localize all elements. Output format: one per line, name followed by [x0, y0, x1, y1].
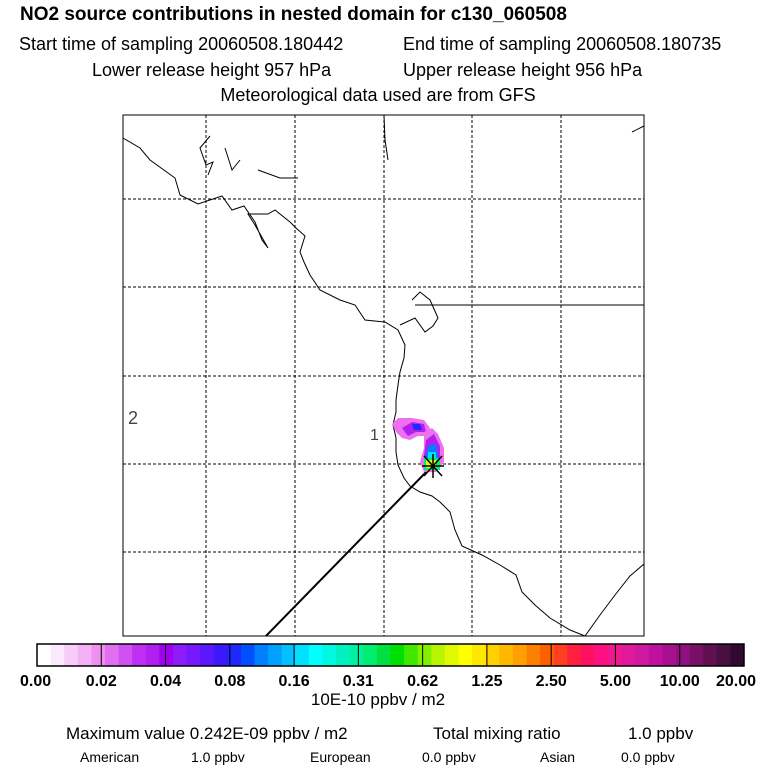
colorbar-cell	[662, 644, 677, 666]
colorbar-tick-label: 5.00	[600, 673, 631, 690]
american-label: American	[80, 749, 140, 765]
colorbar-cell	[689, 644, 704, 666]
colorbar-tick-label: 0.00	[20, 673, 51, 690]
colorbar-cell	[676, 644, 691, 666]
asian-value: 0.0 ppbv	[621, 749, 675, 765]
colorbar-cell	[349, 644, 364, 666]
colorbar-cell	[322, 644, 337, 666]
colorbar-cell	[213, 644, 228, 666]
colorbar-tick-label: 0.31	[343, 673, 374, 690]
colorbar-cell	[499, 644, 514, 666]
release-point-marker	[422, 454, 444, 478]
colorbar-unit-label: 10E-10 ppbv / m2	[310, 690, 446, 709]
colorbar-cell	[594, 644, 609, 666]
asian-label: Asian	[540, 749, 576, 765]
plot-title: NO2 source contributions in nested domai…	[20, 4, 567, 25]
colorbar-cell	[77, 644, 92, 666]
region-label-2: 2	[128, 408, 138, 428]
colorbar-cell	[336, 644, 351, 666]
colorbar-tick-label: 0.04	[150, 673, 181, 690]
colorbar-cell	[485, 644, 500, 666]
colorbar-cell	[376, 644, 391, 666]
colorbar-cell	[472, 644, 487, 666]
colorbar-tick-label: 1.25	[471, 673, 502, 690]
lower-release-height: Lower release height 957 hPa	[92, 60, 332, 80]
colorbar-cell	[635, 644, 650, 666]
colorbar-cell	[200, 644, 215, 666]
colorbar-cell	[703, 644, 718, 666]
colorbar-cell	[512, 644, 527, 666]
colorbar-cell	[227, 644, 242, 666]
colorbar-cell	[716, 644, 731, 666]
colorbar-cell	[50, 644, 65, 666]
colorbar-cell	[580, 644, 595, 666]
map-grid	[123, 115, 644, 636]
colorbar-cell	[172, 644, 188, 666]
colorbar-cell	[240, 644, 256, 666]
colorbar-cell	[458, 644, 473, 666]
colorbar-cell	[295, 644, 310, 666]
colorbar-cell	[159, 644, 174, 666]
colorbar-tick-label: 10.00	[660, 673, 700, 690]
colorbar-cell	[118, 644, 133, 666]
colorbar-cell	[64, 644, 79, 666]
colorbar-cell	[553, 644, 568, 666]
colorbar-cell	[648, 644, 663, 666]
colorbar-cell	[431, 644, 446, 666]
met-data-note: Meteorological data used are from GFS	[220, 85, 536, 105]
colorbar-cell	[268, 644, 283, 666]
colorbar-cell	[567, 644, 582, 666]
colorbar-cell	[417, 644, 432, 666]
total-mixing-ratio-label: Total mixing ratio	[433, 724, 561, 743]
colorbar-cell	[145, 644, 160, 666]
maximum-value: Maximum value 0.242E-09 ppbv / m2	[66, 724, 348, 743]
colorbar-cell	[281, 644, 296, 666]
colorbar-cell	[363, 644, 378, 666]
trajectory-line	[265, 465, 433, 637]
colorbar-cell	[730, 644, 745, 666]
colorbar-tick-label: 0.16	[279, 673, 310, 690]
colorbar-cell	[132, 644, 147, 666]
colorbar-cell	[308, 644, 324, 666]
european-value: 0.0 ppbv	[422, 749, 476, 765]
colorbar-cell	[254, 644, 269, 666]
colorbar-tick-label: 0.62	[407, 673, 438, 690]
colorbar-tick-labels: 0.00 0.02 0.04 0.08 0.16 0.31 0.62 1.25 2.50 5.00…	[20, 644, 756, 690]
colorbar-cell	[540, 644, 555, 666]
colorbar-cell	[404, 644, 419, 666]
colorbar-cell	[104, 644, 120, 666]
colorbar-cell	[526, 644, 541, 666]
colorbar-cell	[390, 644, 405, 666]
american-value: 1.0 ppbv	[191, 749, 245, 765]
colorbar-cells	[37, 644, 745, 666]
colorbar-tick-label: 2.50	[536, 673, 567, 690]
end-time: End time of sampling 20060508.180735	[403, 34, 722, 54]
colorbar-tick-label: 0.08	[214, 673, 245, 690]
colorbar-cell	[186, 644, 201, 666]
upper-release-height: Upper release height 956 hPa	[403, 60, 643, 80]
colorbar-cell	[621, 644, 636, 666]
colorbar-cell	[91, 644, 106, 666]
region-label-1: 1	[370, 427, 379, 444]
coastline	[122, 114, 645, 637]
colorbar-cell	[444, 644, 459, 666]
colorbar-cell	[37, 644, 52, 666]
colorbar-tick-label: 0.02	[86, 673, 117, 690]
start-time: Start time of sampling 20060508.180442	[19, 34, 344, 54]
colorbar-tick-label: 20.00	[716, 673, 756, 690]
total-mixing-ratio-value: 1.0 ppbv	[628, 724, 694, 743]
european-label: European	[310, 749, 371, 765]
